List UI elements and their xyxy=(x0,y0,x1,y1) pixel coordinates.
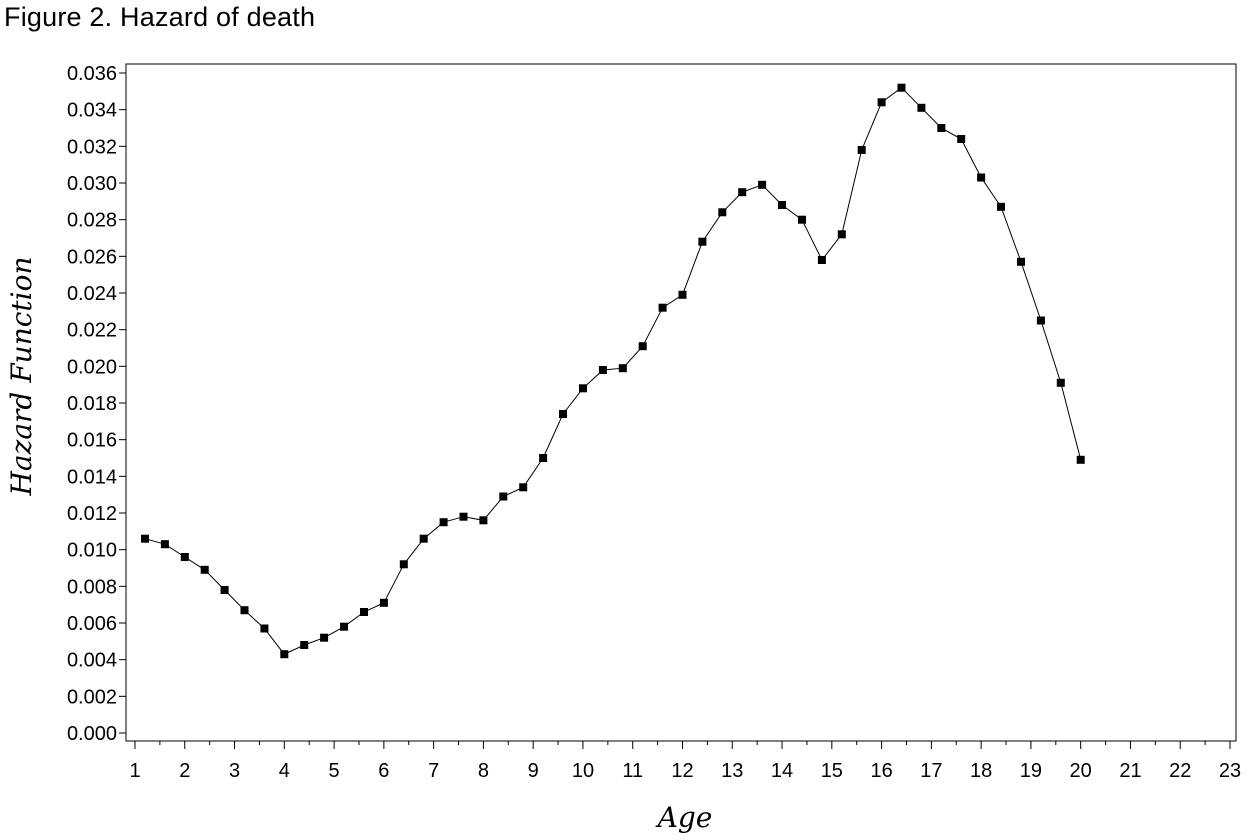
y-tick-label: 0.034 xyxy=(67,100,117,122)
y-tick-label: 0.022 xyxy=(67,320,117,342)
data-point-marker xyxy=(817,256,826,264)
data-point-marker xyxy=(778,201,786,209)
x-axis-title: Age xyxy=(655,801,713,834)
x-tick-label: 2 xyxy=(179,760,190,782)
x-tick-label: 13 xyxy=(721,760,743,782)
data-point-marker xyxy=(758,180,767,189)
data-point-marker xyxy=(598,366,607,374)
data-point-marker xyxy=(559,410,567,418)
x-tick-label: 22 xyxy=(1169,760,1191,782)
plot-frame xyxy=(125,63,1237,742)
data-point-marker xyxy=(798,215,806,224)
x-tick-label: 8 xyxy=(478,760,489,782)
y-tick-label: 0.030 xyxy=(67,173,117,195)
data-point-marker xyxy=(419,534,428,543)
x-tick-label: 7 xyxy=(428,760,439,782)
data-point-marker xyxy=(897,83,906,92)
series-line xyxy=(144,87,1082,655)
data-point-marker xyxy=(977,173,986,182)
x-tick-label: 1 xyxy=(129,760,140,782)
x-tick-label: 4 xyxy=(279,760,290,782)
x-tick-label: 21 xyxy=(1119,760,1141,782)
y-tick-label: 0.028 xyxy=(67,210,117,232)
data-point-marker xyxy=(240,606,249,615)
data-point-marker xyxy=(539,454,548,462)
data-point-marker xyxy=(519,483,528,492)
y-tick-label: 0.026 xyxy=(67,246,117,268)
x-tick-label: 18 xyxy=(970,760,992,782)
y-tick-label: 0.016 xyxy=(67,430,117,452)
data-point-marker xyxy=(638,342,647,351)
data-point-marker xyxy=(439,518,448,527)
data-point-marker xyxy=(340,622,348,631)
x-tick-label: 10 xyxy=(572,760,594,782)
data-point-marker xyxy=(718,208,727,217)
data-point-marker xyxy=(499,492,508,501)
x-tick-label: 17 xyxy=(920,760,942,782)
data-point-marker xyxy=(917,103,926,112)
y-tick-label: 0.010 xyxy=(67,540,117,562)
x-tick-label: 14 xyxy=(771,760,793,782)
data-point-marker xyxy=(320,633,329,642)
y-axis: 0.000 0.002 0.004 0.006 0.008 0.010 0.012 0.014… xyxy=(67,63,126,745)
data-point-marker xyxy=(857,146,866,154)
y-tick-label: 0.014 xyxy=(67,466,117,488)
data-point-marker xyxy=(141,534,149,543)
data-point-marker xyxy=(1056,378,1065,387)
data-point-marker xyxy=(997,202,1005,211)
data-point-marker xyxy=(579,384,587,393)
data-point-marker xyxy=(280,650,289,659)
data-point-marker xyxy=(200,565,209,574)
data-point-marker xyxy=(877,98,886,107)
data-point-marker xyxy=(160,540,169,549)
x-tick-label: 16 xyxy=(870,760,892,782)
x-tick-label: 15 xyxy=(821,760,843,782)
x-tick-label: 9 xyxy=(528,760,539,782)
data-point-marker xyxy=(658,303,667,312)
data-point-marker xyxy=(1017,257,1025,266)
y-tick-label: 0.004 xyxy=(67,650,117,672)
data-point-marker xyxy=(738,188,747,197)
x-tick-label: 12 xyxy=(671,760,693,782)
y-tick-label: 0.000 xyxy=(67,723,117,745)
data-point-marker xyxy=(479,516,488,525)
x-tick-label: 23 xyxy=(1219,760,1241,782)
data-point-marker xyxy=(1076,455,1085,464)
y-tick-label: 0.002 xyxy=(67,686,117,708)
data-point-marker xyxy=(937,124,946,132)
data-point-marker xyxy=(618,364,627,373)
y-tick-label: 0.036 xyxy=(67,63,117,85)
x-tick-label: 20 xyxy=(1070,760,1092,782)
x-tick-label: 6 xyxy=(378,760,389,782)
data-point-marker xyxy=(360,608,368,616)
data-point-marker xyxy=(300,641,309,649)
y-axis-title: Hazard Function xyxy=(5,256,38,496)
data-point-marker xyxy=(220,586,229,594)
data-point-marker xyxy=(260,624,269,633)
data-point-marker xyxy=(678,290,687,299)
x-tick-label: 11 xyxy=(622,760,643,782)
y-tick-label: 0.006 xyxy=(67,613,117,635)
data-point-marker xyxy=(399,560,408,569)
figure-title: Figure 2. Hazard of death xyxy=(4,2,316,32)
y-tick-label: 0.020 xyxy=(67,356,117,378)
data-point-marker xyxy=(698,237,707,246)
data-point-marker xyxy=(1036,316,1045,325)
x-tick-label: 19 xyxy=(1020,760,1042,782)
data-point-marker xyxy=(379,598,388,607)
data-point-marker xyxy=(837,230,846,239)
y-tick-label: 0.024 xyxy=(67,283,117,305)
y-tick-label: 0.032 xyxy=(67,136,117,158)
series-hazard xyxy=(141,83,1085,659)
x-tick-label: 5 xyxy=(329,760,340,782)
x-tick-label: 3 xyxy=(229,760,240,782)
y-tick-label: 0.008 xyxy=(67,576,117,598)
data-point-marker xyxy=(957,135,966,143)
data-point-marker xyxy=(180,553,189,561)
y-tick-label: 0.012 xyxy=(67,503,117,525)
x-axis: 1 2 3 4 5 6 7 8 9 10 11 12 13 14 15 16 17 18 19 20 21 22 23 xyxy=(129,741,1241,782)
data-point-marker xyxy=(459,512,468,521)
y-tick-label: 0.018 xyxy=(67,393,117,415)
